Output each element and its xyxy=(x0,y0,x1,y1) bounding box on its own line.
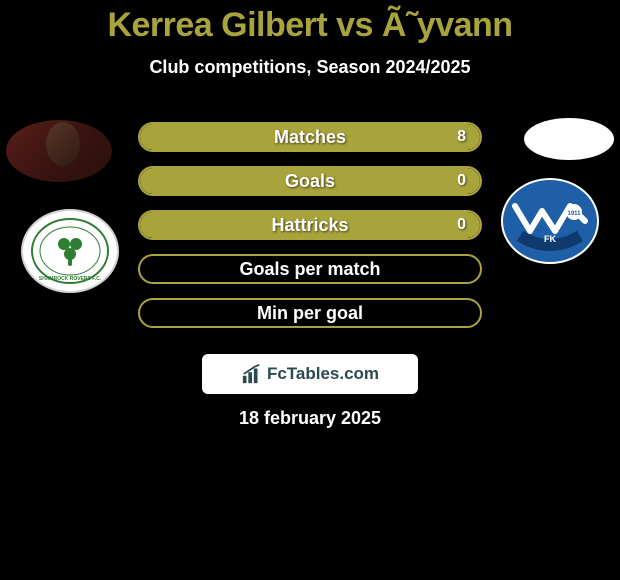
fctables-watermark: FcTables.com xyxy=(202,354,418,394)
bar-label: Goals per match xyxy=(140,256,480,282)
chart-icon xyxy=(241,363,263,385)
molde-crest-icon: 1911 FK xyxy=(498,176,602,266)
stat-bar-goals: Goals0 xyxy=(138,166,482,196)
bar-label: Matches xyxy=(140,124,480,150)
player1-photo xyxy=(6,120,112,182)
bar-value: 0 xyxy=(457,212,466,238)
bar-label: Goals xyxy=(140,168,480,194)
bar-label: Min per goal xyxy=(140,300,480,326)
stat-bar-matches: Matches8 xyxy=(138,122,482,152)
svg-text:1911: 1911 xyxy=(567,211,581,217)
comparison-card: Kerrea Gilbert vs Ã˜yvann Club competiti… xyxy=(0,0,620,580)
svg-text:SHAMROCK ROVERS F.C.: SHAMROCK ROVERS F.C. xyxy=(39,276,102,282)
stat-bar-min-per-goal: Min per goal xyxy=(138,298,482,328)
club2-crest: 1911 FK xyxy=(498,176,602,266)
page-subtitle: Club competitions, Season 2024/2025 xyxy=(0,57,620,78)
page-title: Kerrea Gilbert vs Ã˜yvann xyxy=(0,0,620,45)
shamrock-crest-icon: SHAMROCK ROVERS F.C. xyxy=(18,208,122,294)
bar-value: 8 xyxy=(457,124,466,150)
stat-bar-goals-per-match: Goals per match xyxy=(138,254,482,284)
brand-text: FcTables.com xyxy=(267,364,379,384)
stat-bars: Matches8Goals0Hattricks0Goals per matchM… xyxy=(138,122,482,342)
bar-label: Hattricks xyxy=(140,212,480,238)
svg-text:FK: FK xyxy=(544,234,556,244)
club1-crest: SHAMROCK ROVERS F.C. xyxy=(18,208,122,294)
bar-value: 0 xyxy=(457,168,466,194)
comparison-date: 18 february 2025 xyxy=(0,408,620,429)
stat-bar-hattricks: Hattricks0 xyxy=(138,210,482,240)
player2-photo xyxy=(524,118,614,160)
